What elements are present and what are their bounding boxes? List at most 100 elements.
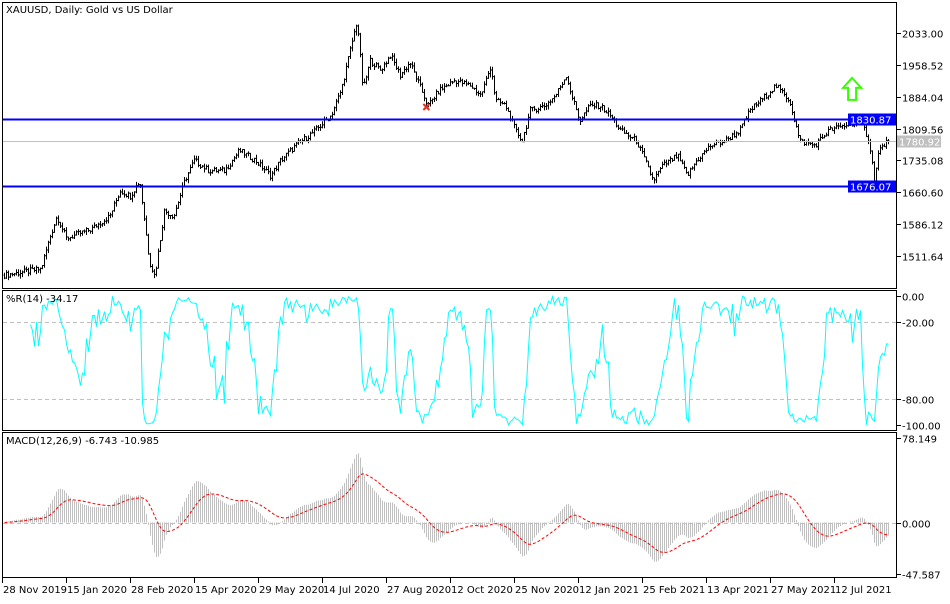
price-bar [233, 156, 236, 162]
price-bar [123, 190, 126, 198]
price-bar [541, 102, 544, 108]
price-bar [279, 157, 282, 166]
price-bar [119, 189, 122, 198]
price-bar [357, 24, 360, 37]
price-bar [739, 124, 742, 137]
price-bar [539, 104, 542, 112]
price-bar [209, 169, 212, 176]
price-bar [671, 157, 674, 162]
price-bar [641, 144, 644, 154]
price-bar [211, 169, 214, 174]
price-bar [881, 143, 884, 151]
macd-panel[interactable] [2, 432, 897, 578]
price-bar [45, 246, 48, 260]
price-bar [87, 227, 90, 233]
price-bar [277, 161, 280, 172]
date-tick-label: 13 Apr 2021 [707, 585, 769, 596]
price-bar [749, 108, 752, 114]
price-bar [769, 90, 772, 99]
price-bar [617, 124, 620, 130]
price-bar [23, 265, 26, 274]
wpr-tick-label: -20.00 [902, 319, 934, 330]
price-bar [697, 157, 700, 162]
wpr-tick-label: -100.00 [902, 422, 941, 433]
price-bar [239, 147, 242, 153]
price-bar [363, 78, 366, 84]
macd-title: MACD(12,26,9) -6.743 -10.985 [6, 436, 159, 447]
date-tick-label: 28 Feb 2020 [131, 585, 193, 596]
price-bar [355, 24, 358, 36]
price-bar [525, 125, 528, 135]
price-bar [667, 159, 670, 166]
price-bar [609, 109, 612, 118]
price-bar [459, 77, 462, 83]
price-bar [395, 58, 398, 71]
price-bar [647, 160, 650, 168]
price-bar [191, 159, 194, 169]
price-bar [207, 164, 210, 174]
price-bar [419, 76, 422, 87]
price-bar [353, 28, 356, 42]
price-bar [837, 122, 840, 130]
price-bar [619, 126, 622, 131]
price-bar [771, 90, 774, 94]
price-bar [669, 156, 672, 164]
price-bar [147, 233, 150, 255]
price-bar [623, 126, 626, 134]
price-bar [127, 191, 130, 199]
price-bar [185, 177, 188, 182]
price-bar [17, 269, 20, 277]
price-bar [453, 78, 456, 83]
price-bar [27, 267, 30, 277]
wpr-panel[interactable] [2, 290, 897, 431]
price-bar [305, 136, 308, 142]
price-bar [783, 88, 786, 97]
price-bar [229, 163, 232, 170]
price-bar [811, 141, 814, 149]
price-bar [535, 108, 538, 114]
date-tick-label: 12 Oct 2020 [451, 585, 513, 596]
price-bar [797, 123, 800, 139]
price-bar [271, 170, 274, 182]
price-bar [557, 88, 560, 97]
price-bar [785, 92, 788, 103]
price-bar [383, 61, 386, 72]
price-bar [83, 229, 86, 234]
price-bar [157, 248, 160, 269]
price-bar [397, 66, 400, 73]
price-bar [189, 164, 192, 174]
price-bar [735, 131, 738, 139]
price-bar [205, 164, 208, 170]
price-bar [599, 106, 602, 112]
price-bar [367, 66, 370, 81]
price-bar [203, 163, 206, 173]
date-tick-label: 27 Aug 2020 [387, 585, 451, 596]
price-tick-label: 1511.64 [902, 253, 943, 264]
price-bar [629, 134, 632, 142]
price-bar [315, 125, 318, 131]
price-bar [293, 143, 296, 152]
price-bar [547, 100, 550, 110]
price-bar [435, 89, 438, 101]
price-bar [385, 61, 388, 68]
price-bar [291, 147, 294, 154]
price-bar [831, 127, 834, 132]
price-bar [501, 101, 504, 105]
price-bar [43, 254, 46, 268]
price-bar [261, 159, 264, 171]
price-bar [711, 145, 714, 149]
price-bar [791, 100, 794, 116]
price-bar [21, 270, 24, 278]
chart-title: XAUUSD, Daily: Gold vs US Dollar [6, 5, 174, 16]
price-bar [121, 188, 124, 195]
price-bar [221, 165, 224, 172]
price-bar [643, 147, 646, 158]
price-bar [105, 217, 108, 224]
price-bar [39, 267, 42, 274]
price-bar [457, 79, 460, 87]
price-panel[interactable] [2, 2, 897, 289]
price-bar [377, 62, 380, 69]
price-bar [567, 75, 570, 85]
price-bar [661, 161, 664, 169]
